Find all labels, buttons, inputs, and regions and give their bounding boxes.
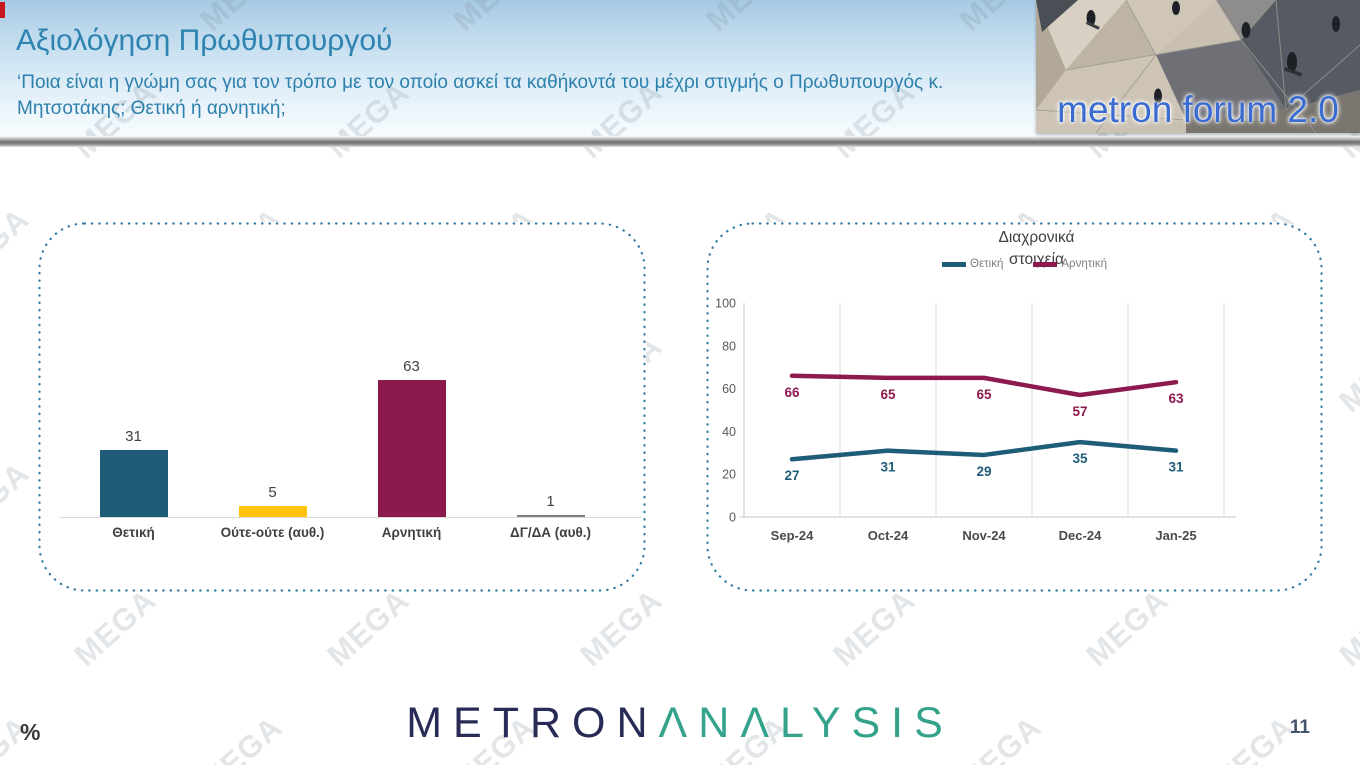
y-tick-label: 80 xyxy=(722,339,736,353)
legend-item-Θετική: Θετική xyxy=(942,258,1003,270)
watermark-text: MEGA xyxy=(1332,582,1360,674)
data-point-label: 29 xyxy=(976,464,991,479)
x-tick-label: Sep-24 xyxy=(771,528,814,543)
unit-label: % xyxy=(20,719,41,745)
dotted-border xyxy=(38,222,646,592)
legend-item-Αρνητική: Αρνητική xyxy=(1033,258,1107,270)
category-label: Θετική xyxy=(112,525,155,540)
bar-value-label: 31 xyxy=(125,427,142,445)
watermark-text: MEGA xyxy=(0,201,36,293)
bar-chart-panel: 31 Θετική 5 Ούτε-ούτε (αυθ.) 63 Αρνητική 1 ΔΓ/Δ… xyxy=(38,222,646,592)
watermark-text: MEGA xyxy=(320,582,416,674)
metron-analysis-logo: METRONΛNΛLYSIS xyxy=(0,699,1360,748)
brand-analysis: ΛNΛLYSIS xyxy=(658,699,954,747)
data-point-label: 65 xyxy=(880,387,896,402)
data-point-label: 63 xyxy=(1168,391,1184,406)
line-chart: 0 20 40 60 80 100 Sep-24 Oct-24 Nov-24 Dec-24 Jan-… xyxy=(715,297,1236,543)
data-point-label: 65 xyxy=(976,387,992,402)
page-title: Αξιολόγηση Πρωθυπουργού xyxy=(16,24,393,57)
survey-question-line2: Μητσοτάκης; Θετική ή αρνητική; xyxy=(17,98,286,119)
pedestrian-silhouettes xyxy=(1036,0,1340,104)
legend-label: Θετική xyxy=(970,258,1004,270)
x-tick-label: Jan-25 xyxy=(1155,528,1196,543)
brand-metron: METRON xyxy=(406,699,659,747)
data-point-label: 35 xyxy=(1072,451,1088,466)
data-point-label: 31 xyxy=(1168,460,1184,475)
line-series-Θετική xyxy=(789,439,1179,462)
logo-photo xyxy=(1036,0,1360,133)
logo-text: metron forum 2.0 xyxy=(1057,89,1339,130)
category-label: ΔΓ/ΔΑ (αυθ.) xyxy=(510,525,591,540)
y-tick-label: 40 xyxy=(722,425,736,439)
bar-1 xyxy=(99,449,168,517)
watermark-text: MEGA xyxy=(0,455,36,547)
line-series-Αρνητική xyxy=(789,373,1179,398)
survey-question-line1: ‘Ποια είναι η γνώμη σας για τον τρόπο με… xyxy=(17,72,944,93)
legend-label: Αρνητική xyxy=(1061,258,1107,270)
bar-value-label: 63 xyxy=(403,358,420,376)
survey-question: ‘Ποια είναι η γνώμη σας για τον τρόπο με… xyxy=(17,70,943,122)
bar-2 xyxy=(238,506,307,517)
legend-dash-icon xyxy=(942,261,967,267)
bar-3 xyxy=(377,380,446,517)
data-point-label: 57 xyxy=(1072,404,1087,419)
metron-forum-logo: metron forum 2.0 xyxy=(1036,0,1360,133)
dotted-border xyxy=(706,222,1323,592)
trend-title-line: Διαχρονικά xyxy=(998,229,1075,246)
y-tick-label: 100 xyxy=(715,297,736,311)
bar-value-label: 1 xyxy=(546,492,555,510)
watermark-text: MEGA xyxy=(67,582,163,674)
y-tick-label: 20 xyxy=(722,468,736,482)
data-point-label: 27 xyxy=(784,468,799,483)
trend-chart-panel: Διαχρονικά στοιχεία Θετική Αρνητική 0 20 40 6… xyxy=(706,222,1323,592)
x-axis-line xyxy=(60,517,642,518)
watermark-text: MEGA xyxy=(1079,582,1175,674)
category-label: Αρνητική xyxy=(381,525,442,540)
bar-value-label: 5 xyxy=(268,484,277,502)
data-point-label: 66 xyxy=(784,385,800,400)
legend-dash-icon xyxy=(1033,261,1058,267)
category-label: Ούτε-ούτε (αυθ.) xyxy=(220,525,325,540)
y-tick-label: 60 xyxy=(722,382,736,396)
x-tick-label: Dec-24 xyxy=(1059,528,1102,543)
bar-4 xyxy=(516,514,585,517)
data-point-label: 31 xyxy=(880,460,896,475)
x-tick-label: Nov-24 xyxy=(962,528,1006,543)
watermark-text: MEGA xyxy=(573,582,669,674)
bar-chart: 31 Θετική 5 Ούτε-ούτε (αυθ.) 63 Αρνητική 1 ΔΓ/Δ… xyxy=(60,222,642,540)
legend: Θετική Αρνητική xyxy=(716,258,1333,270)
page-number: 11 xyxy=(1289,717,1310,738)
x-tick-label: Oct-24 xyxy=(868,528,909,543)
watermark-text: MEGA xyxy=(826,582,922,674)
mega-logo-fragment xyxy=(0,2,5,18)
watermark-text: MEGA xyxy=(1332,328,1360,420)
header-divider-bar xyxy=(0,136,1360,147)
y-tick-label: 0 xyxy=(729,511,736,525)
